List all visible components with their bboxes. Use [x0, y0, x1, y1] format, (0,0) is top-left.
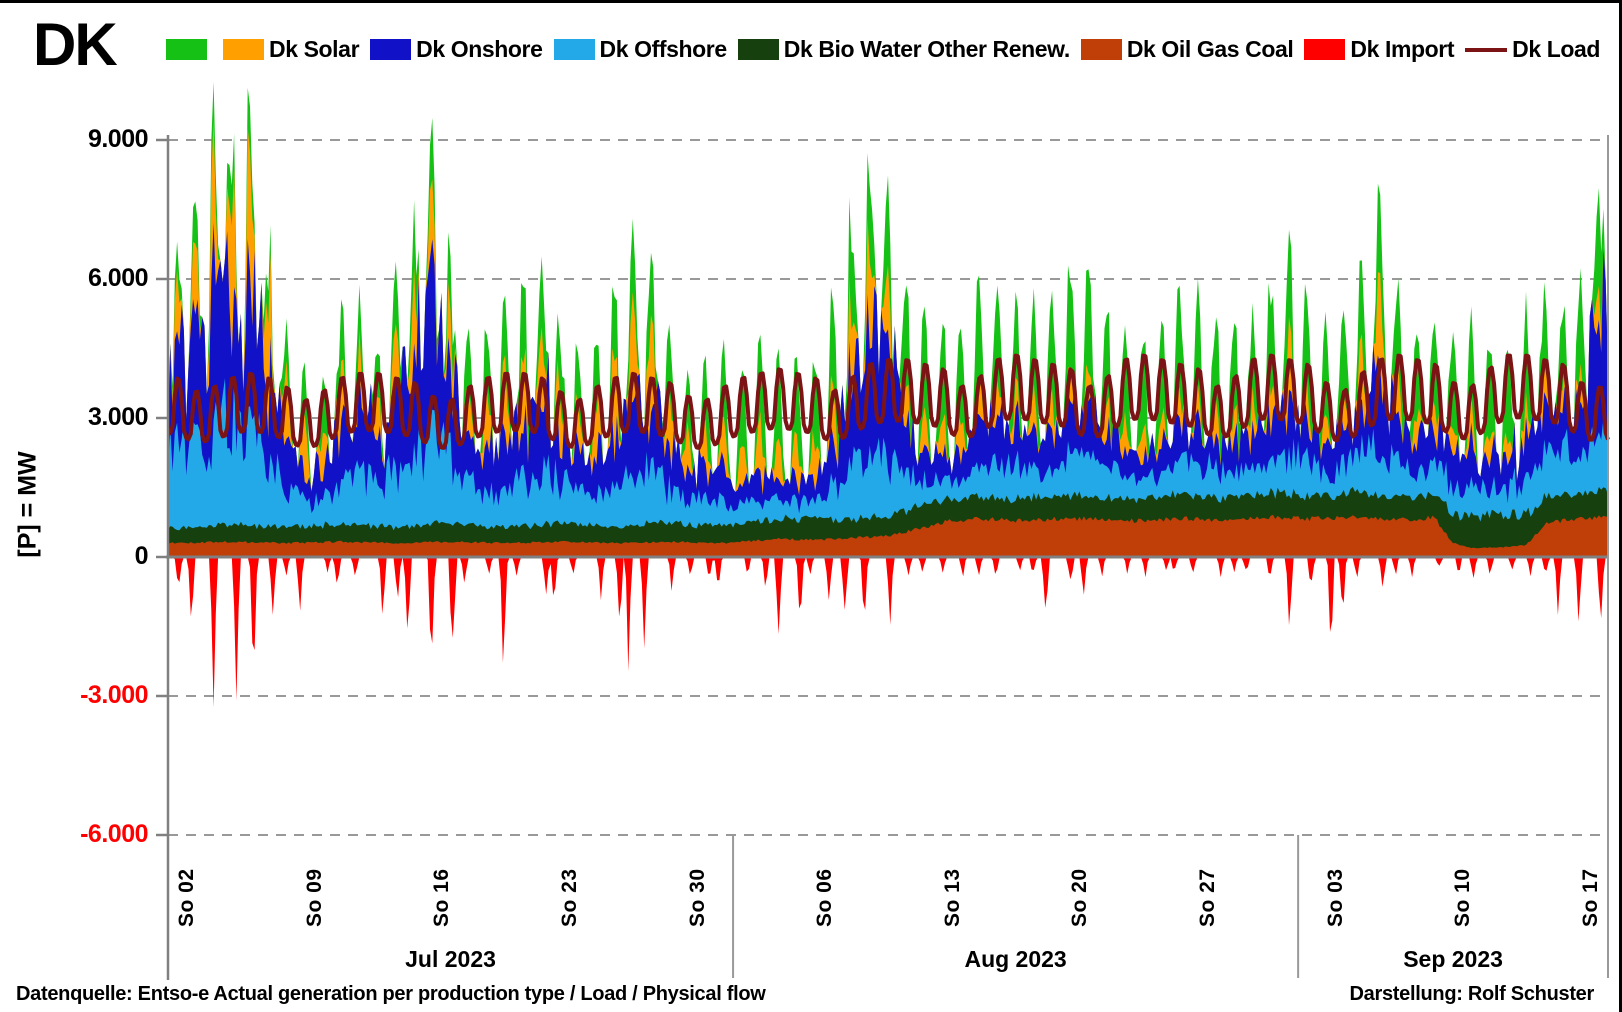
- legend-item-green: [166, 39, 212, 60]
- legend-item-oil-gas-coal: Dk Oil Gas Coal: [1080, 36, 1294, 63]
- legend-item-offshore: Dk Offshore: [553, 36, 728, 63]
- x-tick-label: So 16: [430, 868, 454, 927]
- x-tick-label: So 17: [1578, 868, 1602, 927]
- legend-item-import: Dk Import: [1304, 36, 1455, 63]
- legend-label: Dk Onshore: [416, 36, 543, 62]
- bio-swatch-icon: [737, 39, 779, 60]
- y-tick-3000: 3.000: [87, 403, 149, 431]
- legend-item-solar: Dk Solar: [223, 36, 360, 63]
- month-label: Aug 2023: [964, 946, 1067, 972]
- offshore-swatch-icon: [553, 39, 595, 60]
- x-tick-label: So 27: [1195, 868, 1219, 927]
- x-tick-label: So 20: [1068, 868, 1092, 927]
- x-tick-label: So 13: [940, 868, 964, 927]
- x-tick-label: So 30: [685, 868, 709, 927]
- legend-label: Dk Bio Water Other Renew.: [783, 36, 1070, 62]
- y-tick-6000: 6.000: [87, 264, 149, 292]
- legend: Dk Solar Dk Onshore Dk Offshore Dk Bio W…: [166, 36, 1600, 63]
- attribution-caption: Darstellung: Rolf Schuster: [1349, 983, 1595, 1005]
- x-tick-label: So 02: [175, 868, 199, 927]
- y-tick-9000: 9.000: [87, 125, 149, 153]
- oil-gas-coal-swatch-icon: [1080, 39, 1122, 60]
- y-tick-neg6000: -6.000: [80, 820, 148, 848]
- month-label: Jul 2023: [405, 946, 496, 972]
- legend-label: Dk Import: [1350, 36, 1455, 62]
- y-tick-0: 0: [134, 542, 149, 570]
- data-source-caption: Datenquelle: Entso-e Actual generation p…: [16, 983, 766, 1005]
- page-title: DK: [33, 11, 118, 78]
- month-label: Sep 2023: [1403, 946, 1503, 972]
- legend-item-bio: Dk Bio Water Other Renew.: [737, 36, 1070, 63]
- top-border-line: [0, 0, 1622, 3]
- legend-label: Dk Solar: [269, 36, 360, 62]
- y-tick-neg3000: -3.000: [80, 681, 148, 709]
- onshore-swatch-icon: [370, 39, 412, 60]
- x-tick-label: So 03: [1323, 868, 1347, 927]
- legend-item-onshore: Dk Onshore: [370, 36, 543, 63]
- legend-label: Dk Oil Gas Coal: [1126, 36, 1294, 62]
- legend-label: Dk Load: [1512, 36, 1601, 62]
- green-series-swatch-icon: [166, 39, 207, 60]
- band-import: [168, 557, 1608, 708]
- x-tick-label: So 09: [302, 868, 326, 927]
- legend-label: Dk Offshore: [599, 36, 728, 62]
- x-tick-label: So 23: [558, 868, 581, 927]
- x-tick-label: So 06: [813, 868, 837, 927]
- x-tick-label: So 10: [1451, 868, 1475, 927]
- import-swatch-icon: [1304, 39, 1346, 60]
- load-line: [168, 353, 1610, 450]
- right-border-line: [1619, 0, 1622, 1012]
- band-oil_gas_coal: [168, 514, 1608, 557]
- solar-swatch-icon: [223, 39, 264, 60]
- legend-item-load: Dk Load: [1465, 36, 1600, 63]
- load-line-swatch-icon: [1465, 47, 1508, 52]
